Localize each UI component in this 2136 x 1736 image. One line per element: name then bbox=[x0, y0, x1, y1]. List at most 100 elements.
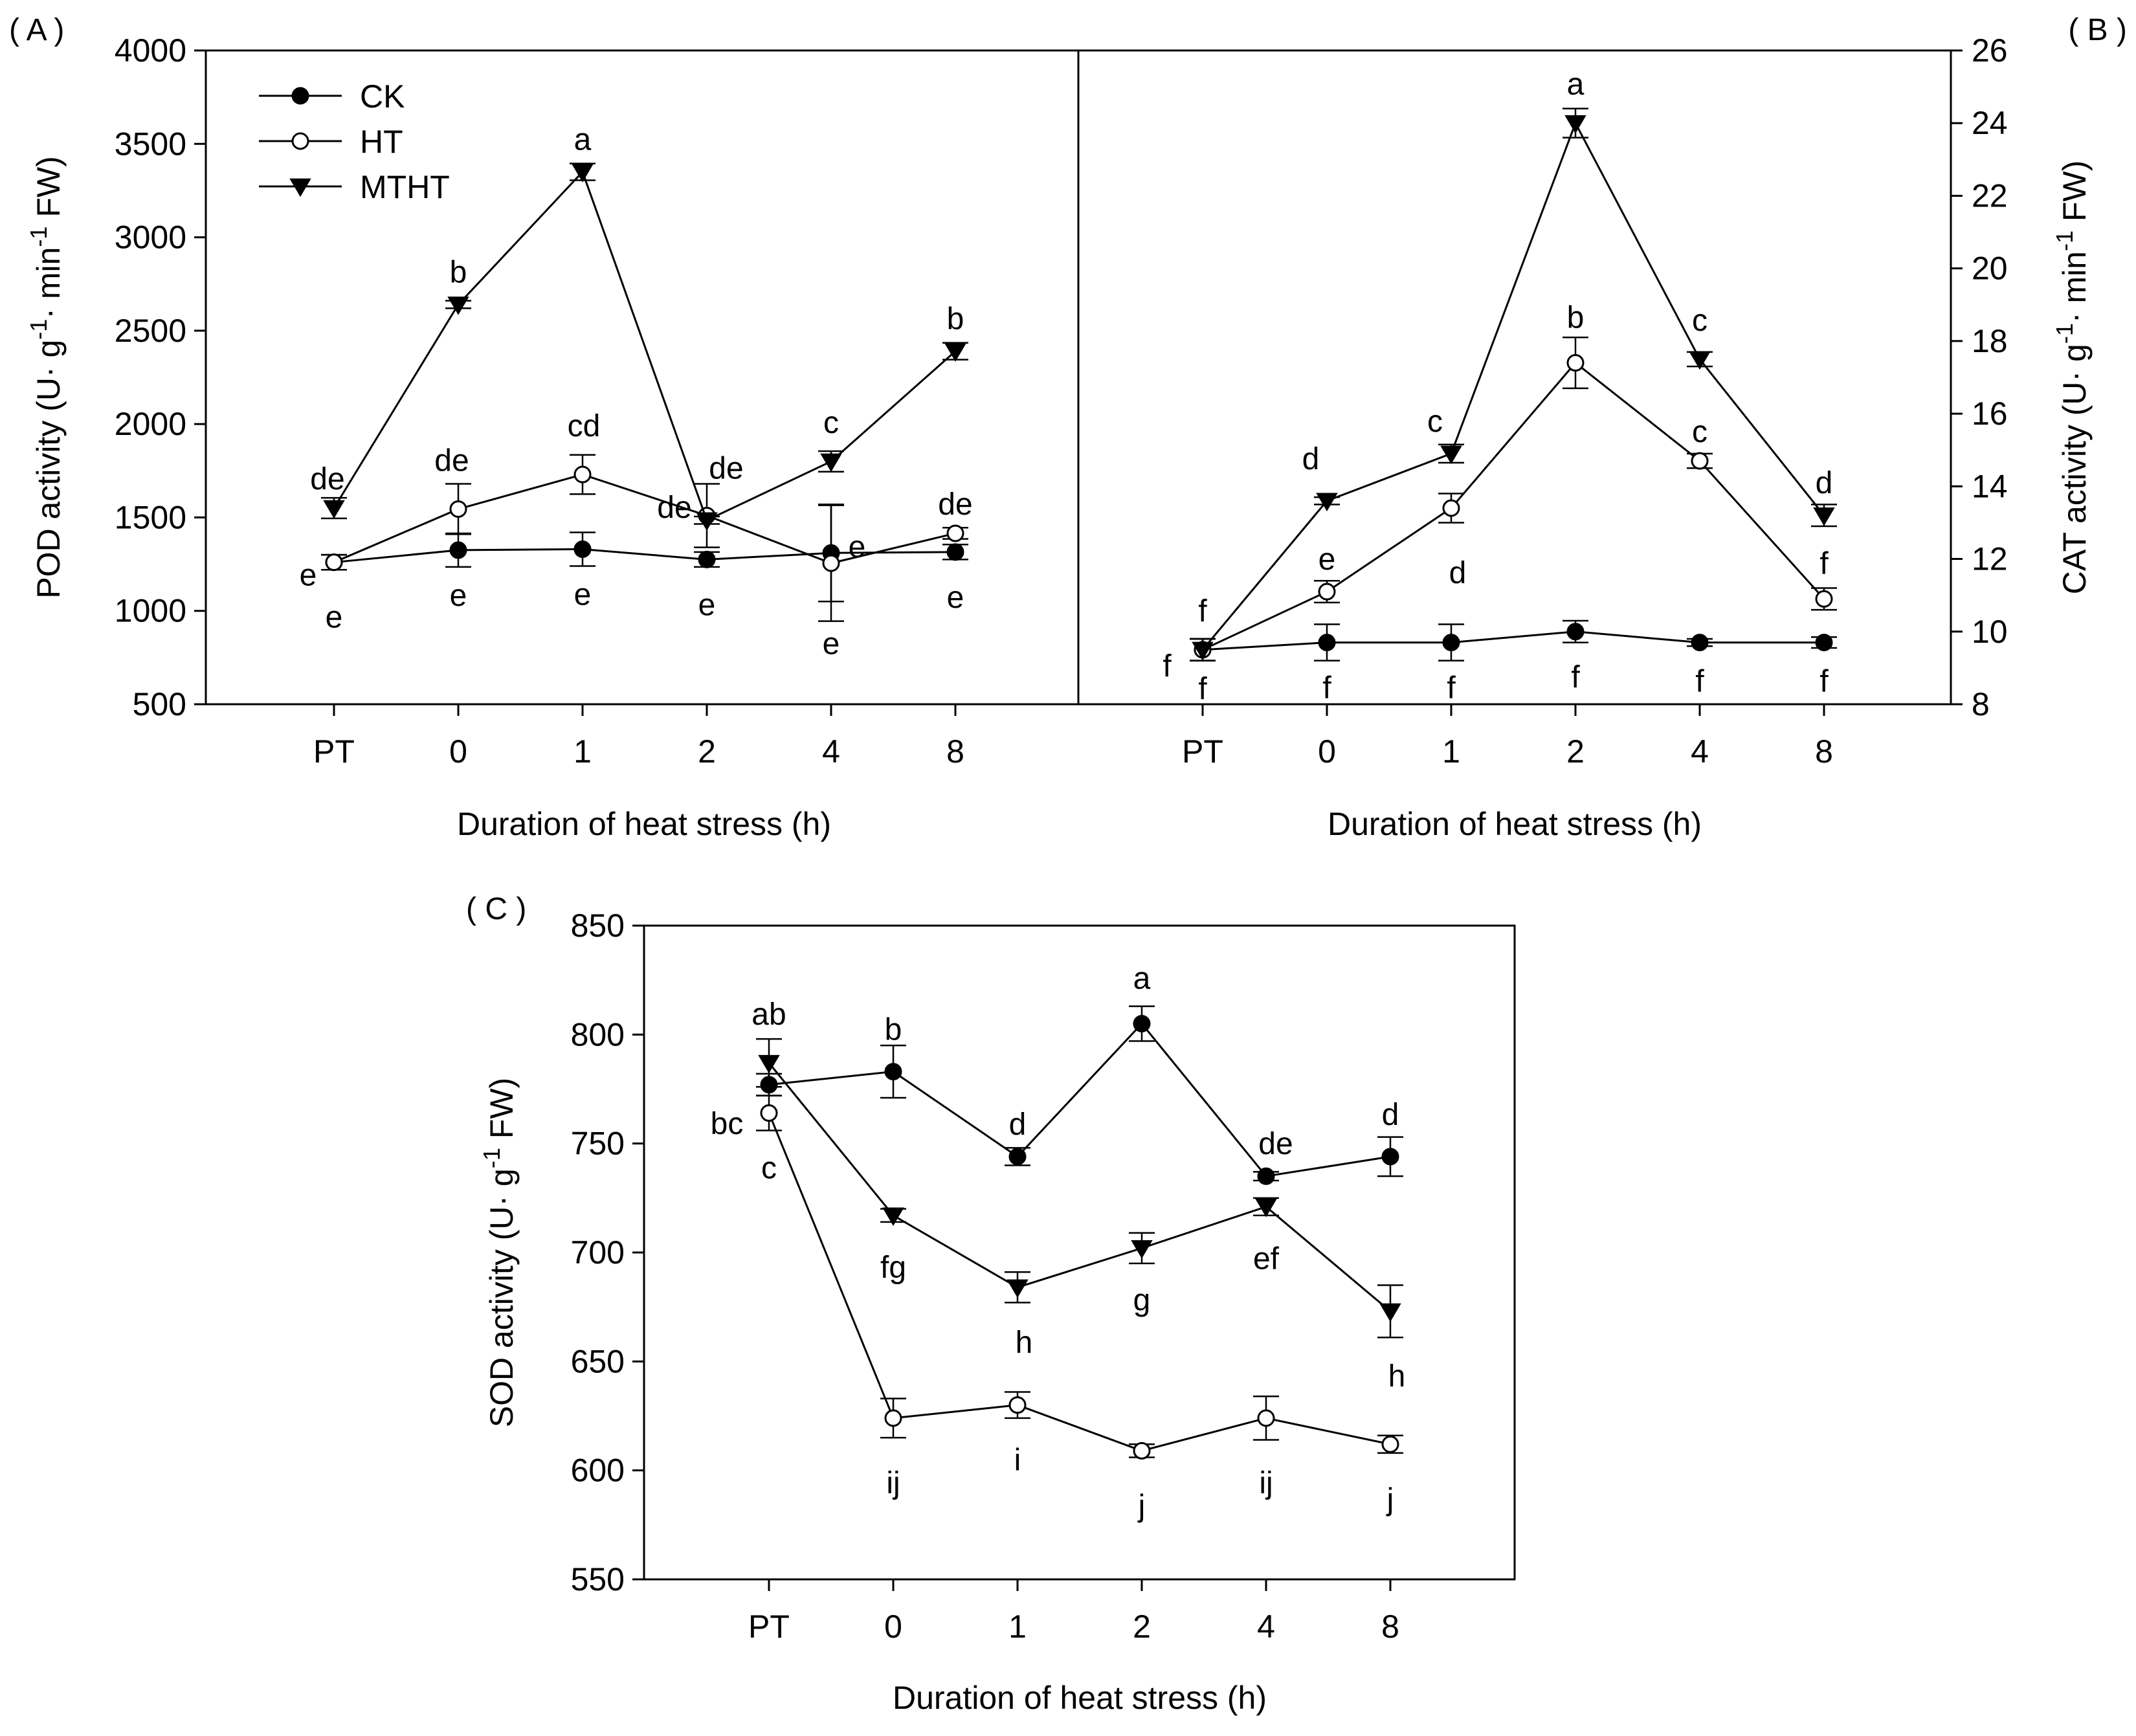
panel-b-y-axis-title-superscript: -1 bbox=[2051, 323, 2078, 344]
panel-a-ck-point bbox=[449, 541, 467, 559]
panel-a-ht-point bbox=[946, 524, 964, 542]
panel-b-y-tick-label: 10 bbox=[1972, 614, 2008, 650]
panel-a-ck-point bbox=[573, 540, 592, 558]
panel-b-mtht-point bbox=[1316, 493, 1338, 512]
panel-c-mtht-significance-label: g bbox=[1133, 1283, 1151, 1317]
panel-a-ck-significance-label: e bbox=[947, 581, 964, 615]
panel-b-mtht-significance-label: c bbox=[1427, 405, 1443, 439]
panel-b-y-axis-title-superscript: -1 bbox=[2051, 230, 2078, 251]
panel-c-ht-line bbox=[768, 1112, 1391, 1452]
panel-c-mtht-significance-label: fg bbox=[880, 1251, 906, 1285]
panel-b-y-tick-label: 14 bbox=[1972, 468, 2008, 504]
panel-b-ht-point bbox=[1442, 499, 1460, 517]
panel-c-ck-significance-label: d bbox=[1009, 1107, 1027, 1142]
panel-a-mtht-significance-label: a bbox=[574, 123, 592, 157]
panel-b-plot-frame bbox=[1077, 49, 1952, 706]
panel-b-mtht-significance-label: d bbox=[1816, 466, 1833, 500]
panel-c-ck-significance-label: d bbox=[1382, 1098, 1399, 1132]
panel-c-mtht-point bbox=[1379, 1303, 1401, 1322]
panel-b-y-axis-title: CAT activity (U· g-1· min-1 FW) bbox=[2051, 161, 2093, 595]
panel-b-ck-line bbox=[1202, 630, 1824, 651]
panel-b-x-tick-label: PT bbox=[1182, 733, 1223, 770]
panel-b-x-tick-label: 0 bbox=[1318, 733, 1336, 770]
panel-a-x-tick-label: 1 bbox=[573, 733, 592, 770]
panel-a-y-tick-label: 3000 bbox=[115, 219, 186, 256]
panel-b-ht-significance-label: b bbox=[1567, 301, 1585, 335]
panel-a-x-tick-label: 2 bbox=[698, 733, 716, 770]
panel-b-ck-significance-label: f bbox=[1571, 660, 1580, 695]
panel-a-y-tick-label: 500 bbox=[133, 686, 186, 722]
legend-ck-marker bbox=[291, 87, 309, 105]
panel-a-ck-significance-label: e bbox=[574, 577, 592, 612]
panel-c-ck-significance-label: b bbox=[885, 1013, 902, 1047]
panel-c-ck-point bbox=[1008, 1148, 1027, 1166]
panel-a-mtht-significance-label: c bbox=[823, 406, 839, 440]
panel-a-y-axis-title-part: FW) bbox=[30, 156, 67, 226]
panel-a-y-axis-title-superscript: -1 bbox=[25, 319, 52, 340]
panel-c-ht-point bbox=[1008, 1396, 1027, 1414]
panel-a-ht-significance-label: cd bbox=[568, 409, 601, 443]
panel-c-ht-significance-label: j bbox=[1386, 1482, 1394, 1517]
panel-c-y-tick-label: 550 bbox=[571, 1561, 625, 1597]
panel-c-ht-point bbox=[760, 1104, 778, 1122]
panel-b-ht-point bbox=[1815, 590, 1833, 608]
legend-ht-label: HT bbox=[360, 124, 403, 160]
panel-c-mtht-point bbox=[1255, 1199, 1277, 1218]
panel-c-x-axis-title: Duration of heat stress (h) bbox=[893, 1680, 1267, 1716]
panel-c-ht-significance-label: ij bbox=[886, 1466, 900, 1500]
panel-b-ht-significance-label: f bbox=[1163, 649, 1172, 684]
panel-c-mtht-line bbox=[768, 1062, 1391, 1313]
legend-ck-label: CK bbox=[360, 78, 405, 115]
panel-c-series-mtht: ab fg h g ef h bbox=[751, 997, 1405, 1394]
panel-c-y-tick-label: 750 bbox=[571, 1126, 625, 1162]
panel-b-x-tick-label: 2 bbox=[1566, 733, 1585, 770]
panel-a-y-axis-title: POD activity (U· g-1· min-1 FW) bbox=[25, 156, 67, 598]
panel-c-y-axis-title: SOD activity (U· g-1 FW) bbox=[478, 1078, 520, 1427]
panel-c-ht-point bbox=[1257, 1409, 1275, 1427]
panel-b-y-tick-label: 24 bbox=[1972, 105, 2008, 141]
panel-a-ht-point bbox=[822, 554, 840, 572]
panel-a-ck-significance-label: e bbox=[823, 627, 840, 661]
panel-a-x-tick-label: 4 bbox=[822, 733, 840, 770]
panel-b-ht-point bbox=[1566, 354, 1585, 372]
panel-a-y-tick-label: 2500 bbox=[115, 313, 186, 349]
panel-b-ck-significance-label: f bbox=[1322, 671, 1331, 706]
panel-b-mtht-point bbox=[1813, 507, 1835, 526]
panel-a-mtht-line bbox=[333, 170, 956, 522]
panel-c-x-tick-label: PT bbox=[748, 1608, 790, 1645]
panel-c-y-tick-label: 650 bbox=[571, 1343, 625, 1379]
panel-a-ck-significance-label: e bbox=[698, 588, 716, 622]
panel-a-series-ht: e de cd de e de bbox=[300, 409, 973, 622]
panel-a-y-axis-title-part: POD activity (U· g bbox=[30, 340, 67, 599]
panel-c-ck-point bbox=[1133, 1015, 1151, 1032]
panel-b-mtht-significance-label: d bbox=[1302, 442, 1320, 476]
panel-a-y-tick-label: 4000 bbox=[115, 32, 186, 69]
panel-a-x-axis-title: Duration of heat stress (h) bbox=[457, 806, 831, 842]
panel-b-series-mtht: f d c a c d bbox=[1190, 67, 1837, 662]
panel-a-mtht-significance-label: b bbox=[450, 255, 467, 289]
panel-c-ht-significance-label: j bbox=[1137, 1489, 1146, 1523]
panel-c-ck-significance-label: bc bbox=[711, 1107, 744, 1141]
panel-b-label: ( B ) bbox=[2068, 13, 2127, 47]
panel-b-y-tick-label: 12 bbox=[1972, 541, 2008, 577]
panel-b-y-axis-title-part: · min bbox=[2056, 251, 2093, 323]
panel-b-x-tick-label: 4 bbox=[1691, 733, 1709, 770]
panel-b-ht-significance-label: f bbox=[1819, 546, 1829, 581]
panel-a: 500 1000 1500 2000 2500 3000 3500 4000 PT 0 1 2 4 8 Du… bbox=[9, 13, 1080, 842]
panel-c-ht-point bbox=[884, 1409, 902, 1427]
panel-a-mtht-significance-label: de bbox=[310, 462, 344, 496]
panel-b-ht-point bbox=[1318, 583, 1336, 601]
panel-c-ck-significance-label: de bbox=[1258, 1127, 1293, 1161]
panel-b-ht-line bbox=[1202, 361, 1825, 651]
panel-a-x-tick-label: PT bbox=[313, 733, 355, 770]
panel-a-mtht-point bbox=[944, 343, 966, 362]
panel-c-y-axis-title-part: FW) bbox=[484, 1078, 520, 1148]
panel-a-ht-significance-label: de bbox=[709, 452, 743, 486]
panel-a-ht-significance-label: de bbox=[938, 487, 972, 522]
panel-c-mtht-point bbox=[1007, 1279, 1029, 1298]
panel-b-y-tick-label: 26 bbox=[1972, 32, 2008, 69]
panel-c: 550 600 650 700 750 800 850 PT 0 1 2 4 8 Duration of … bbox=[466, 892, 1516, 1716]
